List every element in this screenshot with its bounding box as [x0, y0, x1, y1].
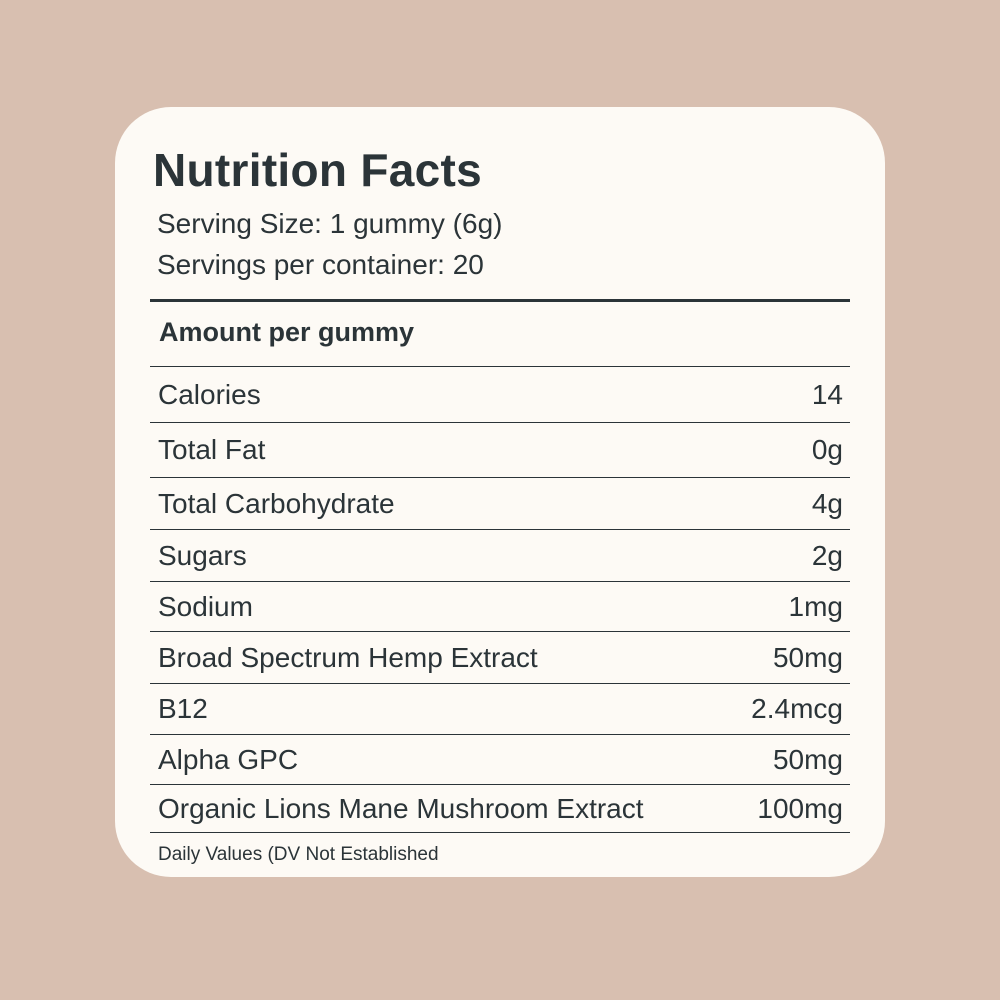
- table-row: Calories 14: [150, 366, 850, 422]
- table-row: Total Carbohydrate 4g: [150, 477, 850, 529]
- nutrient-value: 100mg: [757, 792, 843, 824]
- nutrient-name: Total Fat: [158, 434, 266, 465]
- table-row: Sugars 2g: [150, 529, 850, 581]
- page-title: Nutrition Facts: [153, 144, 483, 196]
- footnote: Daily Values (DV Not Established: [158, 844, 439, 865]
- table-row: Organic Lions Mane Mushroom Extract 100mg: [150, 784, 850, 833]
- nutrient-name: Alpha GPC: [158, 743, 299, 775]
- table-row: Alpha GPC 50mg: [150, 734, 850, 784]
- nutrient-name: Organic Lions Mane Mushroom Extract: [158, 792, 644, 824]
- nutrient-value: 50mg: [772, 743, 843, 775]
- table-row: Total Fat 0g: [150, 422, 850, 477]
- nutrient-value: 2.4mcg: [751, 693, 843, 724]
- nutrient-name: Total Carbohydrate: [158, 487, 395, 519]
- divider-thick: [150, 299, 850, 302]
- nutrient-name: Broad Spectrum Hemp Extract: [158, 641, 538, 673]
- nutrient-name: B12: [158, 693, 208, 724]
- amount-header: Amount per gummy: [159, 317, 415, 347]
- table-row: Sodium 1mg: [150, 581, 850, 631]
- serving-size: Serving Size: 1 gummy (6g): [157, 208, 503, 239]
- table-row: B12 2.4mcg: [150, 683, 850, 734]
- nutrient-name: Calories: [158, 378, 261, 410]
- nutrient-value: 0g: [811, 434, 843, 465]
- servings-per-container: Servings per container: 20: [157, 249, 484, 280]
- nutrient-name: Sugars: [158, 539, 247, 571]
- nutrient-value: 4g: [811, 487, 843, 519]
- nutrient-value: 1mg: [788, 590, 843, 622]
- nutrient-value: 14: [811, 378, 843, 410]
- nutrient-value: 2g: [811, 539, 843, 571]
- nutrient-value: 50mg: [772, 641, 843, 673]
- table-row: Broad Spectrum Hemp Extract 50mg: [150, 631, 850, 683]
- nutrient-name: Sodium: [158, 590, 253, 622]
- nutrition-facts-card: Nutrition Facts Serving Size: 1 gummy (6…: [115, 107, 885, 877]
